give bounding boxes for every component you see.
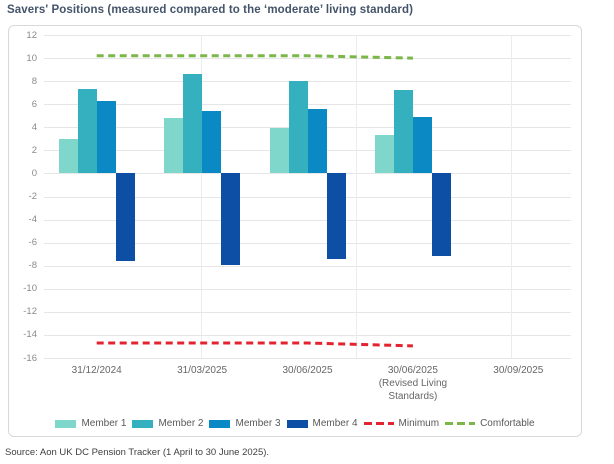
y-tick-label: 0	[31, 167, 37, 179]
y-tick-label: 12	[26, 29, 37, 41]
gridline-horizontal	[44, 358, 571, 359]
bar-m1-c2	[164, 118, 184, 174]
y-tick-label: 8	[31, 75, 37, 87]
x-axis-label: 31/12/2024	[42, 364, 152, 377]
chart-title: Savers' Positions (measured compared to …	[7, 4, 414, 16]
bar-m3-c3	[307, 108, 327, 174]
comfortable-line	[96, 54, 413, 60]
gridline-horizontal	[44, 58, 571, 60]
bar-m3-c2	[202, 111, 222, 174]
legend-label: Member 3	[235, 418, 281, 429]
x-axis-label-line: 30/06/2025	[387, 365, 438, 376]
x-axis-label-line: 31/03/2025	[177, 365, 228, 376]
x-axis-label: 30/09/2025	[463, 364, 573, 377]
gridline-horizontal	[44, 311, 571, 313]
bar-m2-c3	[288, 81, 308, 174]
legend-item-member-3: Member 3	[209, 418, 281, 429]
gridline-horizontal	[44, 288, 571, 290]
bar-m1-c3	[269, 128, 289, 174]
bar-m1-c4	[374, 135, 394, 174]
legend-label: Minimum	[398, 418, 440, 429]
gridline-horizontal	[44, 35, 571, 36]
legend-label: Comfortable	[480, 418, 535, 429]
gridline-vertical	[510, 35, 512, 358]
legend-item-comfortable: Comfortable	[445, 418, 535, 429]
gridline-horizontal	[44, 219, 571, 221]
legend-swatch	[363, 422, 394, 425]
chart-container: 12 10 8 6 4 2 0 -2 -4 -6 -8 -10 -12 -14 -16 31/12/2024…	[8, 25, 582, 437]
legend-swatch	[286, 419, 308, 428]
legend-swatch	[132, 419, 154, 428]
legend-item-member-2: Member 2	[132, 418, 203, 429]
bar-m4-c2	[221, 173, 241, 265]
plot-area	[44, 35, 571, 359]
bar-m4-c3	[326, 173, 346, 259]
bar-m2-c2	[183, 74, 203, 174]
legend-item-member-1: Member 1	[55, 418, 126, 429]
bar-m4-c1	[115, 173, 135, 262]
x-axis-label-line: (Revised Living	[378, 378, 448, 389]
y-tick-label: -2	[28, 191, 37, 202]
x-axis-label: 31/03/2025	[147, 364, 257, 377]
x-axis-label: 30/06/2025 (Revised Living Standards)	[358, 364, 468, 403]
minimum-line	[96, 341, 413, 348]
y-tick-label: 4	[31, 121, 37, 133]
gridline-horizontal	[44, 81, 571, 83]
gridline-vertical	[201, 35, 203, 358]
legend-swatch	[55, 419, 77, 428]
bar-m2-c4	[393, 90, 413, 174]
y-tick-label: -8	[28, 260, 37, 272]
legend-label: Member 1	[81, 418, 127, 429]
gridline-horizontal	[44, 334, 571, 336]
x-axis-label-line: 30/06/2025	[282, 365, 333, 376]
gridline-horizontal	[44, 242, 571, 244]
legend-item-minimum: Minimum	[363, 418, 440, 429]
y-tick-label: -14	[23, 329, 37, 341]
y-tick-label: 10	[26, 52, 37, 64]
legend-swatch	[209, 419, 231, 428]
bar-m2-c1	[77, 89, 97, 174]
bar-m1-c1	[58, 138, 78, 174]
legend-item-member-4: Member 4	[286, 418, 358, 429]
x-axis-label: 30/06/2025	[253, 364, 363, 377]
gridline-horizontal	[44, 265, 571, 267]
legend-label: Member 2	[158, 418, 204, 429]
legend-label: Member 4	[312, 418, 358, 429]
bar-m4-c4	[431, 173, 451, 257]
bar-m3-c4	[412, 116, 432, 174]
legend-swatch	[445, 422, 476, 425]
legend: Member 1 Member 2 Member 3 Member 4 Minimum C…	[9, 418, 581, 429]
gridline-vertical	[355, 35, 357, 358]
y-tick-label: -10	[23, 283, 37, 295]
y-tick-label: 2	[31, 144, 37, 156]
y-tick-label: -16	[23, 352, 37, 364]
gridline-horizontal	[44, 173, 571, 175]
bar-m3-c1	[96, 100, 116, 174]
source-note: Source: Aon UK DC Pension Tracker (1 Apr…	[5, 447, 270, 458]
x-axis-label-line: 30/09/2025	[493, 365, 544, 376]
gridline-horizontal	[44, 196, 571, 198]
y-tick-label: 6	[31, 98, 37, 110]
x-axis-label-line: Standards)	[388, 391, 438, 402]
y-tick-label: -6	[28, 237, 37, 249]
gridline-horizontal	[44, 104, 571, 106]
x-axis-label-line: 31/12/2024	[71, 365, 122, 376]
y-tick-label: -4	[28, 214, 37, 226]
y-axis: 12 10 8 6 4 2 0 -2 -4 -6 -8 -10 -12 -14 -16	[9, 30, 39, 364]
reference-lines	[96, 54, 413, 348]
y-tick-label: -12	[23, 306, 37, 318]
